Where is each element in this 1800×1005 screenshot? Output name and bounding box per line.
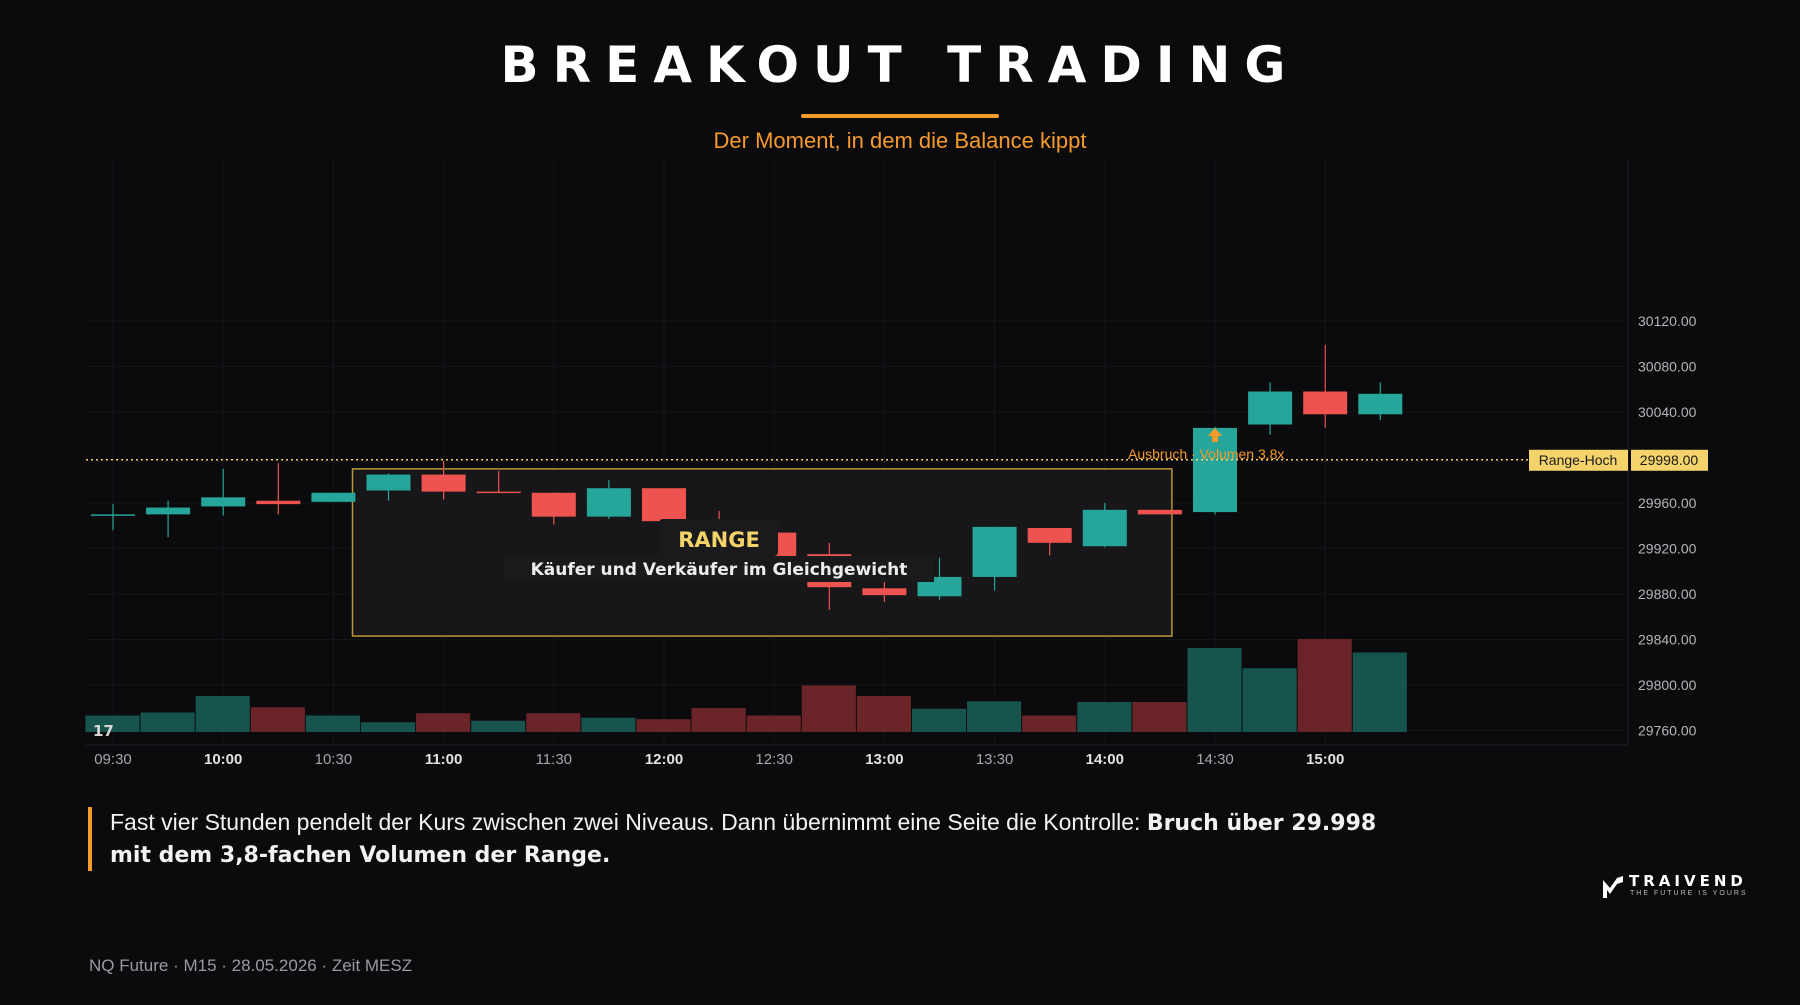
range-subtitle: Käufer und Verkäufer im Gleichgewicht xyxy=(531,560,908,580)
candlestick-chart: 17 Range-Hoch 29998.00 RANGE Käufer und Ver… xyxy=(85,160,1708,768)
volume-bar xyxy=(911,708,967,732)
candle-body xyxy=(366,474,411,491)
range-title: RANGE xyxy=(678,528,760,552)
candle-body xyxy=(1027,528,1072,543)
caption-bold-text: Bruch über 29.998 mit dem 3,8-fachen Vol… xyxy=(110,811,1377,868)
range-subtitle-bg xyxy=(504,556,934,582)
y-tick-label: 29840.00 xyxy=(1638,632,1697,648)
title-underline xyxy=(801,114,999,118)
x-tick-label: 13:00 xyxy=(865,751,903,768)
volume-bar xyxy=(1187,648,1242,732)
x-tick-label: 10:00 xyxy=(204,751,242,768)
chart-footer: NQ Future · M15 · 28.05.2026 · Zeit MESZ xyxy=(89,956,413,975)
chart-caption: Fast vier Stunden pendelt der Kurs zwisc… xyxy=(88,807,1410,871)
volume-bar xyxy=(195,696,250,732)
volume-bar xyxy=(746,715,801,732)
candle-body xyxy=(1082,509,1127,547)
candle-body xyxy=(862,588,907,596)
range-title-bg xyxy=(659,519,778,556)
candle-body xyxy=(311,492,356,502)
logo-mark-icon xyxy=(1603,876,1623,898)
candle-body xyxy=(1137,509,1182,515)
y-tick-label: 29760.00 xyxy=(1638,723,1697,739)
volume-bar xyxy=(1242,668,1297,732)
volume-bar xyxy=(1022,715,1077,732)
range-high-label: Range-Hoch xyxy=(1539,452,1618,468)
y-tick-label: 29880.00 xyxy=(1638,586,1697,602)
volume-bar xyxy=(1352,652,1407,732)
x-tick-label: 12:00 xyxy=(645,751,683,768)
volume-bar xyxy=(360,722,416,732)
logo-name: TRAIVEND xyxy=(1629,872,1747,890)
page-title: BREAKOUT TRADING xyxy=(500,36,1300,94)
volume-bar xyxy=(140,712,195,732)
x-tick-label: 14:30 xyxy=(1196,751,1234,768)
x-axis: 09:30 10:00 10:30 11:00 11:30 12:00 12:30 13:00… xyxy=(94,751,1344,768)
y-tick-label: 29800.00 xyxy=(1638,677,1697,693)
volume-bar xyxy=(967,701,1022,732)
x-tick-label: 13:30 xyxy=(976,751,1014,768)
volume-bar xyxy=(1077,702,1132,732)
y-tick-label: 30080.00 xyxy=(1638,359,1697,375)
y-tick-label: 29920.00 xyxy=(1638,541,1697,557)
volume-bar xyxy=(801,685,856,732)
range-high-label-bg xyxy=(1529,449,1628,471)
x-tick-label: 14:00 xyxy=(1086,751,1124,768)
brand-logo: TRAIVEND THE FUTURE IS YOURS xyxy=(1601,872,1751,902)
candle-body xyxy=(476,491,521,494)
annotation-layer: Range-Hoch 29998.00 RANGE Käufer und Verkäu… xyxy=(86,428,1708,582)
candle-body xyxy=(1303,391,1348,415)
range-high-value: 29998.00 xyxy=(1640,452,1699,468)
x-tick-label: 11:30 xyxy=(536,751,572,768)
volume-bar xyxy=(581,717,636,732)
volume-bar xyxy=(636,719,691,732)
candle-body xyxy=(586,488,631,517)
breakout-arrow-icon xyxy=(1208,428,1222,442)
y-tick-label: 29960.00 xyxy=(1638,495,1697,511)
candle-body xyxy=(642,488,686,522)
range-high-value-bg xyxy=(1631,449,1708,471)
volume-bar xyxy=(85,715,140,732)
candle-body xyxy=(256,500,301,505)
logo-tagline: THE FUTURE IS YOURS xyxy=(1630,890,1748,897)
volume-bar xyxy=(1132,702,1187,732)
volume-bar xyxy=(305,715,360,732)
y-tick-label: 30120.00 xyxy=(1638,313,1697,329)
caption-text: Fast vier Stunden pendelt der Kurs zwisc… xyxy=(110,809,1147,835)
volume-bar xyxy=(471,720,526,732)
chart-watermark: 17 xyxy=(93,722,114,740)
x-tick-label: 12:30 xyxy=(755,751,793,768)
volume-bar xyxy=(416,713,471,732)
volume-bar xyxy=(526,713,581,732)
candle-body xyxy=(421,474,466,492)
y-tick-label: 30040.00 xyxy=(1638,404,1697,420)
volume-layer: 17 xyxy=(85,639,1407,740)
candle-body xyxy=(146,507,191,515)
x-tick-label: 10:30 xyxy=(315,751,353,768)
x-tick-label: 09:30 xyxy=(94,751,132,768)
x-tick-label: 11:00 xyxy=(425,751,463,768)
candle-body xyxy=(1358,393,1403,415)
page-subtitle: Der Moment, in dem die Balance kippt xyxy=(713,128,1087,153)
candle-body xyxy=(531,492,576,517)
volume-bar xyxy=(250,707,305,732)
volume-bar xyxy=(1297,639,1352,732)
candle-body xyxy=(1248,391,1293,425)
volume-bar xyxy=(691,708,746,732)
x-tick-label: 15:00 xyxy=(1306,751,1344,768)
volume-bar xyxy=(856,696,911,732)
candle-body xyxy=(972,526,1017,577)
breakout-label: Ausbruch · Volumen 3,8x xyxy=(1128,446,1284,462)
candle-body xyxy=(91,514,135,516)
y-axis: 30120.00 30080.00 30040.00 29960.00 29920.00… xyxy=(1638,313,1697,739)
candle-body xyxy=(201,497,246,507)
